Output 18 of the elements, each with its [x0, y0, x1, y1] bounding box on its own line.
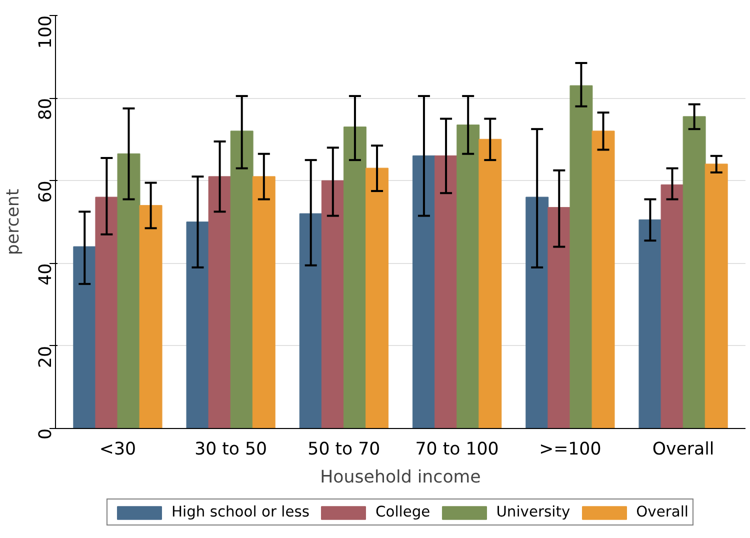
- x-tick-label: Overall: [652, 440, 714, 460]
- y-axis-title: percent: [4, 188, 24, 256]
- x-tick-label: <30: [99, 440, 136, 460]
- x-tick-label: 70 to 100: [415, 440, 499, 460]
- x-tick-label: 30 to 50: [194, 440, 268, 460]
- y-tick-label: 20: [36, 346, 56, 368]
- y-tick-label: 60: [36, 180, 56, 203]
- y-tick-label: 100: [36, 15, 56, 49]
- x-tick-label: 50 to 70: [308, 440, 380, 460]
- y-tick-label: 80: [36, 98, 56, 120]
- legend-label: Overall: [636, 504, 689, 520]
- legend-label: High school or less: [171, 504, 310, 520]
- x-axis-title: Household income: [320, 468, 481, 488]
- x-tick-label: >=100: [539, 440, 602, 460]
- legend-label: College: [376, 504, 430, 520]
- legend-label: University: [496, 504, 570, 520]
- y-tick-label: 0: [36, 428, 56, 440]
- y-tick-label: 40: [36, 263, 56, 286]
